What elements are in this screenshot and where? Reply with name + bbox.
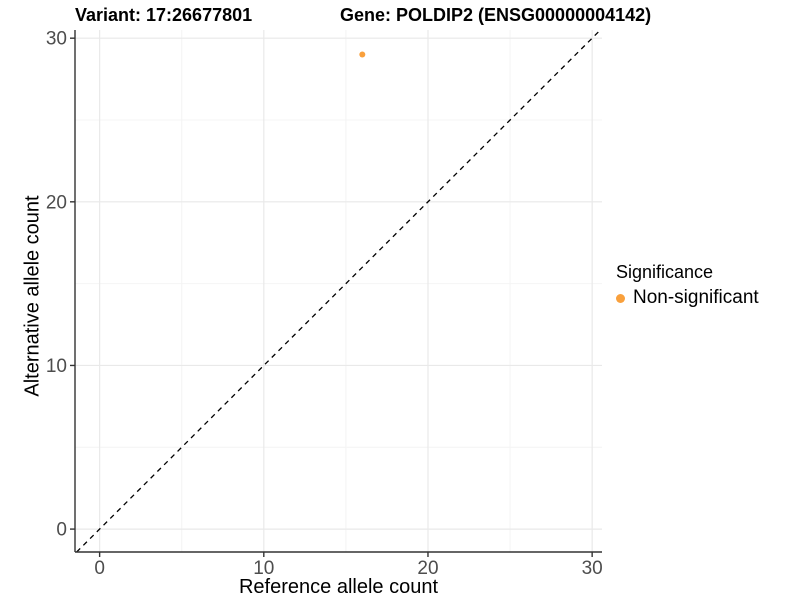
y-tick-label: 10 bbox=[46, 356, 67, 377]
identity-dashed-line bbox=[76, 29, 601, 553]
y-tick-label: 0 bbox=[56, 520, 67, 541]
y-tick-label: 20 bbox=[46, 192, 67, 213]
legend-item: Non-significant bbox=[608, 287, 759, 309]
x-tick-label: 0 bbox=[94, 558, 105, 579]
legend-point-swatch bbox=[616, 293, 625, 303]
legend-item-label: Non-significant bbox=[633, 287, 759, 308]
x-tick-label: 10 bbox=[253, 558, 274, 579]
x-tick-label: 20 bbox=[417, 558, 438, 579]
plot-title-gene: Gene: POLDIP2 (ENSG00000004142) bbox=[340, 5, 652, 25]
y-tick-label: 30 bbox=[46, 29, 67, 50]
x-tick-label: 30 bbox=[582, 558, 603, 579]
legend-title: Significance bbox=[616, 262, 714, 282]
x-axis-title: Reference allele count bbox=[238, 576, 438, 598]
legend: Significance Non-significant bbox=[608, 262, 759, 309]
plot-title-variant: Variant: 17:26677801 bbox=[75, 5, 253, 25]
data-point bbox=[359, 51, 366, 58]
y-axis-title: Alternative allele count bbox=[21, 195, 44, 397]
